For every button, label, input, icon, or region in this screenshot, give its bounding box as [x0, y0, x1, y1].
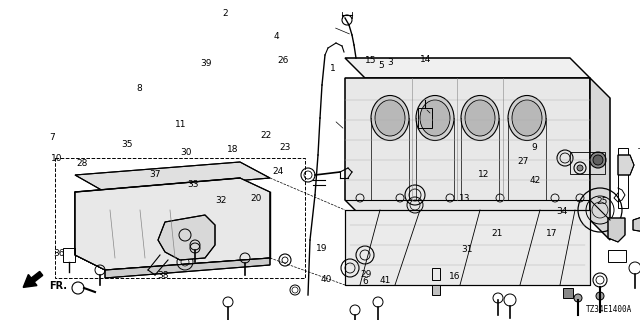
Text: 22: 22: [260, 131, 271, 140]
Text: 3: 3: [388, 58, 393, 67]
Bar: [432, 285, 440, 295]
Text: 6: 6: [362, 277, 367, 286]
Text: 14: 14: [420, 55, 431, 64]
Text: 19: 19: [316, 244, 327, 252]
Text: 11: 11: [175, 120, 186, 129]
Text: 8: 8: [137, 84, 142, 93]
Polygon shape: [105, 258, 270, 278]
Text: 42: 42: [529, 176, 541, 185]
Bar: [570, 152, 605, 174]
Ellipse shape: [512, 100, 542, 136]
Text: 23: 23: [279, 143, 291, 152]
Text: 24: 24: [273, 167, 284, 176]
Text: 20: 20: [250, 194, 262, 203]
Text: 15: 15: [365, 56, 377, 65]
Text: 2: 2: [223, 9, 228, 18]
Circle shape: [590, 152, 606, 168]
Text: 29: 29: [360, 270, 372, 279]
Polygon shape: [345, 58, 590, 78]
Polygon shape: [608, 218, 625, 242]
Text: 36: 36: [53, 249, 65, 258]
Polygon shape: [75, 178, 270, 270]
Text: 13: 13: [459, 194, 470, 203]
Text: 33: 33: [188, 180, 199, 189]
Polygon shape: [590, 78, 610, 240]
Text: 4: 4: [274, 32, 279, 41]
Polygon shape: [345, 78, 590, 220]
Text: 10: 10: [51, 154, 62, 163]
Circle shape: [574, 294, 582, 302]
Text: 25: 25: [596, 197, 607, 206]
Text: 30: 30: [180, 148, 191, 156]
Text: 16: 16: [449, 272, 460, 281]
Bar: [55, 158, 305, 278]
Text: 21: 21: [492, 229, 503, 238]
Text: 31: 31: [461, 245, 473, 254]
Bar: [608, 250, 626, 262]
Bar: [418, 108, 432, 128]
Text: 41: 41: [380, 276, 391, 285]
Polygon shape: [633, 215, 640, 232]
Ellipse shape: [375, 100, 405, 136]
Text: TZ34E1400A: TZ34E1400A: [586, 305, 632, 314]
Ellipse shape: [508, 95, 546, 140]
Text: 39: 39: [200, 59, 212, 68]
Polygon shape: [618, 155, 634, 175]
Text: 26: 26: [277, 56, 289, 65]
Text: 7: 7: [50, 133, 55, 142]
Text: 17: 17: [546, 229, 557, 238]
Text: 1: 1: [330, 64, 335, 73]
Ellipse shape: [416, 95, 454, 140]
Text: 27: 27: [518, 157, 529, 166]
Bar: [432, 268, 440, 280]
Ellipse shape: [461, 95, 499, 140]
Text: 34: 34: [556, 207, 568, 216]
Bar: [63, 248, 75, 262]
Text: 12: 12: [477, 170, 489, 179]
Circle shape: [593, 155, 603, 165]
Text: FR.: FR.: [49, 281, 67, 292]
Text: 37: 37: [150, 170, 161, 179]
Text: 18: 18: [227, 145, 238, 154]
Text: 35: 35: [121, 140, 132, 149]
Text: 9: 9: [532, 143, 537, 152]
Polygon shape: [75, 192, 105, 270]
Text: 28: 28: [76, 159, 88, 168]
Ellipse shape: [465, 100, 495, 136]
Text: 32: 32: [215, 196, 227, 205]
Polygon shape: [158, 215, 215, 260]
FancyArrow shape: [23, 271, 43, 287]
Bar: [563, 288, 573, 298]
Circle shape: [596, 292, 604, 300]
Polygon shape: [345, 210, 590, 285]
Polygon shape: [75, 162, 270, 192]
Ellipse shape: [420, 100, 450, 136]
Circle shape: [577, 165, 583, 171]
Ellipse shape: [371, 95, 409, 140]
Text: 40: 40: [321, 276, 332, 284]
Text: 38: 38: [157, 271, 169, 280]
Bar: [618, 148, 628, 208]
Text: 5: 5: [378, 61, 383, 70]
